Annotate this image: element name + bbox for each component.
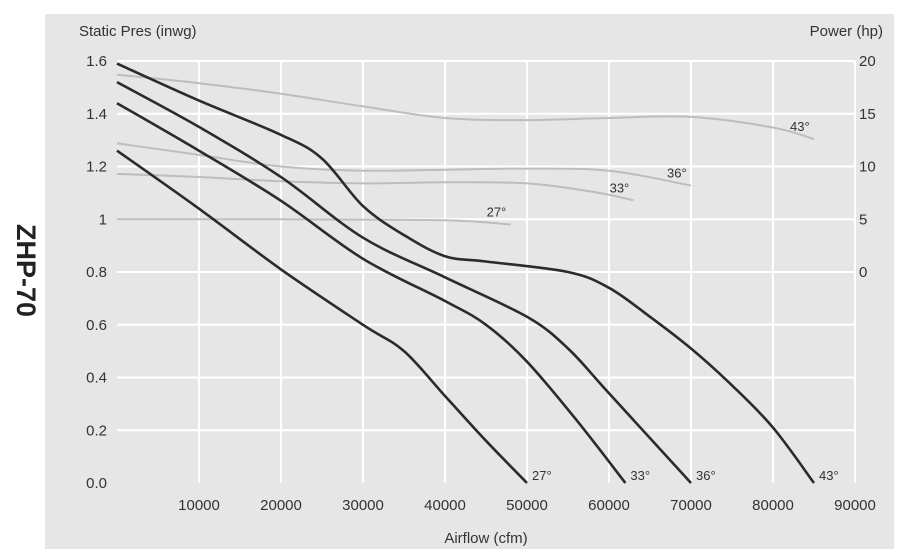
pressure-curve (116, 80, 692, 484)
x-tick-label: 60000 (588, 497, 630, 514)
y-tick-label: 0.0 (86, 475, 107, 492)
y2-tick-label: 20 (859, 53, 876, 70)
y2-tick-label: 10 (859, 159, 876, 176)
power-curve-label: 36° (667, 165, 687, 180)
pressure-curve (116, 62, 816, 484)
pressure-curve-label: 33° (630, 468, 650, 483)
y2-tick-label: 0 (859, 264, 867, 281)
y-tick-label: 1 (99, 211, 107, 228)
x-tick-label: 80000 (752, 497, 794, 514)
pressure-curves (116, 62, 816, 484)
y-tick-label: 0.4 (86, 370, 107, 387)
pressure-curve-label: 43° (819, 468, 839, 483)
plot-background (45, 14, 894, 549)
x-tick-label: 90000 (834, 497, 876, 514)
x-tick-label: 70000 (670, 497, 712, 514)
x-tick-label: 30000 (342, 497, 384, 514)
y-tick-label: 0.8 (86, 264, 107, 281)
power-curve-label: 27° (487, 205, 507, 220)
pressure-curve-label: 36° (696, 468, 716, 483)
y-tick-label: 1.6 (86, 53, 107, 70)
y-tick-label: 0.2 (86, 422, 107, 439)
pressure-curve-label: 27° (532, 468, 552, 483)
tick-labels: 10000 20000 30000 40000 50000 60000 70000 80000… (86, 53, 876, 514)
y2-axis-title: Power (hp) (810, 23, 883, 40)
x-tick-label: 10000 (178, 497, 220, 514)
power-curve-label: 33° (610, 180, 630, 195)
curve-labels: 27° 33° 36° 43° 27° 33° 36° 43° (487, 119, 839, 483)
y-tick-label: 0.6 (86, 317, 107, 334)
y-tick-label: 1.4 (86, 106, 107, 123)
x-tick-label: 40000 (424, 497, 466, 514)
x-tick-label: 20000 (260, 497, 302, 514)
x-tick-label: 50000 (506, 497, 548, 514)
power-curve (116, 73, 815, 141)
power-curve (116, 172, 634, 202)
pressure-curve (116, 149, 528, 484)
power-curve-label: 43° (790, 119, 810, 134)
power-curve (116, 218, 511, 226)
y2-tick-label: 5 (859, 211, 867, 228)
y2-tick-label: 15 (859, 106, 876, 123)
y-tick-label: 1.2 (86, 159, 107, 176)
pressure-curve (116, 102, 627, 484)
x-axis-title: Airflow (cfm) (444, 530, 527, 547)
y-axis-title: Static Pres (inwg) (79, 23, 197, 40)
grid (117, 60, 856, 483)
power-curves (116, 73, 815, 226)
